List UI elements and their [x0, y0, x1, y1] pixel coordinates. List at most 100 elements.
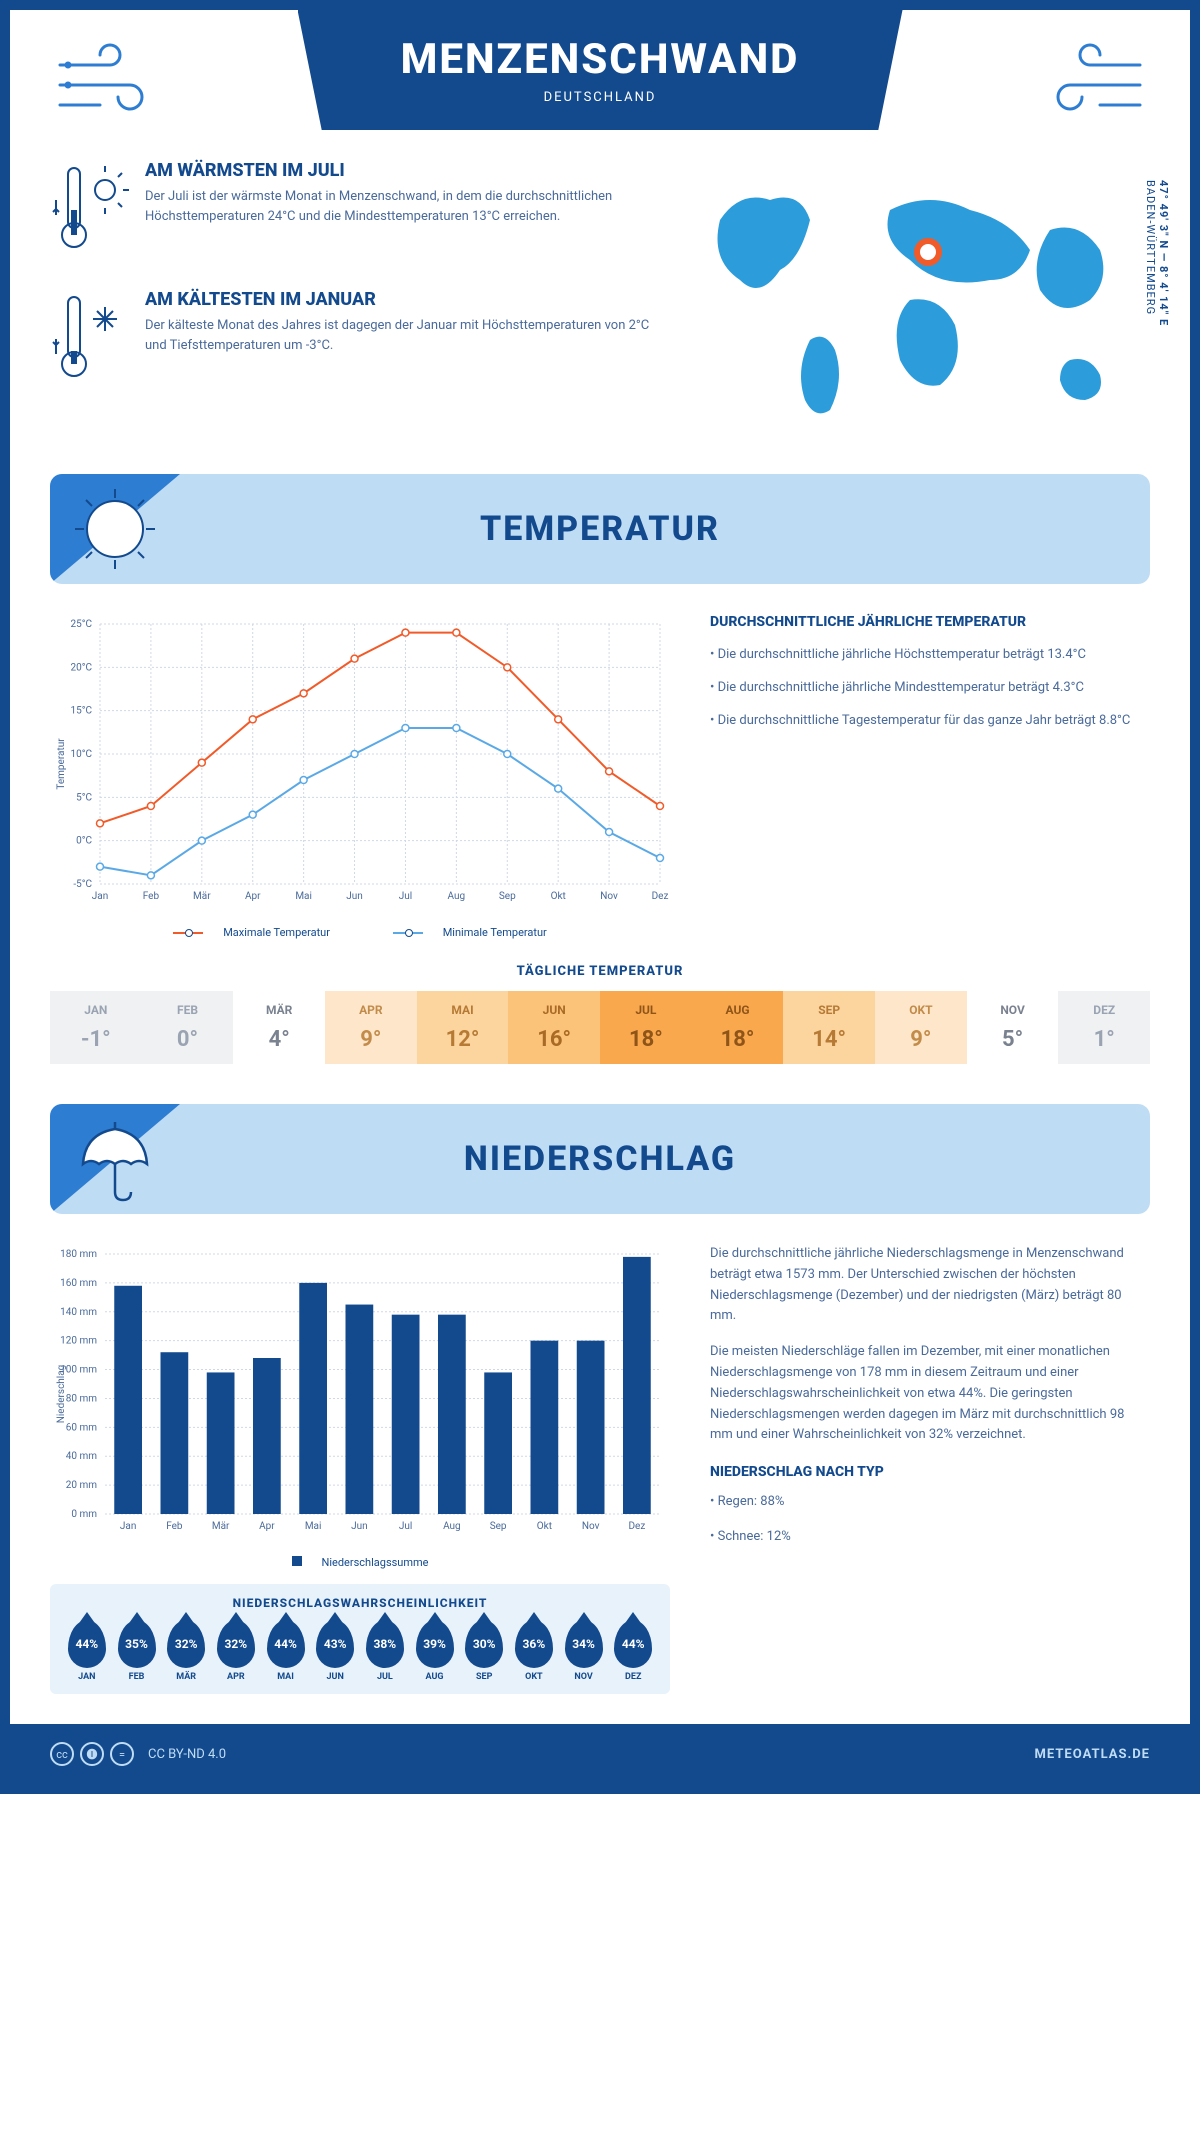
daily-temp-cell: APR9° — [325, 991, 417, 1064]
chart-legend: Maximale Temperatur Minimale Temperatur — [50, 926, 670, 939]
temperature-banner: TEMPERATUR — [50, 474, 1150, 584]
nd-icon: = — [110, 1742, 134, 1766]
probability-drop: 32%APR — [211, 1620, 261, 1682]
svg-text:180 mm: 180 mm — [60, 1249, 97, 1260]
svg-text:60 mm: 60 mm — [66, 1422, 97, 1433]
svg-text:20°C: 20°C — [71, 662, 93, 673]
svg-text:Apr: Apr — [245, 891, 261, 902]
precipitation-banner: NIEDERSCHLAG — [50, 1104, 1150, 1214]
svg-text:Dez: Dez — [628, 1521, 645, 1532]
precipitation-summary: Die durchschnittliche jährliche Niedersc… — [710, 1244, 1150, 1563]
svg-text:Sep: Sep — [499, 891, 516, 902]
svg-text:80 mm: 80 mm — [66, 1393, 97, 1404]
svg-text:160 mm: 160 mm — [60, 1278, 97, 1289]
svg-text:Apr: Apr — [259, 1521, 275, 1532]
svg-text:Jun: Jun — [351, 1521, 368, 1532]
probability-drop: 36%OKT — [509, 1620, 559, 1682]
svg-text:Nov: Nov — [600, 891, 618, 902]
header-banner: MENZENSCHWAND DEUTSCHLAND — [298, 10, 903, 130]
daily-temp-cell: OKT9° — [875, 991, 967, 1064]
daily-temp-cell: DEZ1° — [1058, 991, 1150, 1064]
svg-text:10°C: 10°C — [71, 749, 93, 760]
svg-text:Jul: Jul — [399, 891, 412, 902]
world-map-icon — [690, 160, 1150, 440]
probability-drop: 32%MÄR — [161, 1620, 211, 1682]
svg-text:20 mm: 20 mm — [66, 1480, 97, 1491]
svg-text:Sep: Sep — [490, 1521, 507, 1532]
probability-drop: 30%SEP — [459, 1620, 509, 1682]
infographic-page: MENZENSCHWAND DEUTSCHLAND A — [0, 0, 1200, 1794]
svg-text:0 mm: 0 mm — [71, 1509, 97, 1520]
svg-text:25°C: 25°C — [71, 619, 93, 630]
license-block: cc 🅘 = CC BY-ND 4.0 — [50, 1742, 226, 1766]
daily-temp-cell: JUL18° — [600, 991, 692, 1064]
svg-text:Niederschlag: Niederschlag — [56, 1365, 67, 1424]
svg-text:Nov: Nov — [582, 1521, 600, 1532]
svg-text:0°C: 0°C — [76, 836, 92, 847]
probability-drop: 44%DEZ — [608, 1620, 658, 1682]
svg-text:Aug: Aug — [443, 1521, 461, 1532]
svg-text:Mai: Mai — [305, 1521, 322, 1532]
svg-text:Okt: Okt — [551, 891, 566, 902]
svg-text:Jul: Jul — [399, 1521, 412, 1532]
cc-icon: cc — [50, 1742, 74, 1766]
section-title: TEMPERATUR — [480, 509, 720, 549]
coldest-body: Der kälteste Monat des Jahres ist dagege… — [145, 316, 660, 355]
precipitation-probability-box: NIEDERSCHLAGSWAHRSCHEINLICHKEIT 44%JAN35… — [50, 1584, 670, 1694]
footer: cc 🅘 = CC BY-ND 4.0 METEOATLAS.DE — [10, 1724, 1190, 1784]
daily-temp-cell: JAN-1° — [50, 991, 142, 1064]
svg-text:Okt: Okt — [537, 1521, 552, 1532]
temperature-line-chart: -5°C0°C5°C10°C15°C20°C25°CJanFebMärAprMa… — [50, 614, 670, 939]
page-title: MENZENSCHWAND — [318, 35, 883, 84]
warmest-block: AM WÄRMSTEN IM JULI Der Juli ist der wär… — [50, 160, 660, 264]
probability-drop: 35%FEB — [112, 1620, 162, 1682]
daily-temp-cell: SEP14° — [783, 991, 875, 1064]
probability-drop: 44%JAN — [62, 1620, 112, 1682]
svg-text:Dez: Dez — [652, 891, 669, 902]
umbrella-icon — [70, 1114, 160, 1208]
site-name: METEOATLAS.DE — [1035, 1747, 1150, 1762]
page-subtitle: DEUTSCHLAND — [318, 90, 883, 105]
svg-text:Jan: Jan — [92, 891, 108, 902]
by-icon: 🅘 — [80, 1742, 104, 1766]
daily-temperature-table: JAN-1°FEB0°MÄR4°APR9°MAI12°JUN16°JUL18°A… — [50, 991, 1150, 1064]
svg-text:Temperatur: Temperatur — [56, 738, 67, 790]
svg-text:Feb: Feb — [143, 891, 160, 902]
daily-temp-cell: NOV5° — [967, 991, 1059, 1064]
svg-text:Jan: Jan — [120, 1521, 136, 1532]
daily-temp-cell: MAI12° — [417, 991, 509, 1064]
probability-drop: 44%MAI — [261, 1620, 311, 1682]
svg-text:120 mm: 120 mm — [60, 1336, 97, 1347]
sun-icon — [70, 484, 160, 578]
wind-icon — [1040, 35, 1150, 129]
daily-temp-cell: AUG18° — [692, 991, 784, 1064]
svg-text:Aug: Aug — [448, 891, 466, 902]
coldest-block: AM KÄLTESTEN IM JANUAR Der kälteste Mona… — [50, 289, 660, 393]
warmest-body: Der Juli ist der wärmste Monat in Menzen… — [145, 187, 660, 226]
world-map-block: 47° 49' 3" N — 8° 4' 14" E BADEN-WÜRTTEM… — [690, 160, 1150, 444]
thermometer-snow-icon — [50, 289, 130, 393]
section-title: NIEDERSCHLAG — [464, 1139, 736, 1179]
coldest-title: AM KÄLTESTEN IM JANUAR — [145, 289, 660, 310]
svg-text:Mai: Mai — [295, 891, 312, 902]
svg-text:140 mm: 140 mm — [60, 1307, 97, 1318]
coordinates: 47° 49' 3" N — 8° 4' 14" E BADEN-WÜRTTEM… — [1144, 180, 1170, 326]
daily-temp-title: TÄGLICHE TEMPERATUR — [50, 964, 1150, 979]
daily-temp-cell: FEB0° — [142, 991, 234, 1064]
chart-legend: Niederschlagssumme — [50, 1556, 670, 1569]
daily-temp-cell: JUN16° — [508, 991, 600, 1064]
wind-icon — [50, 35, 160, 129]
svg-text:Jun: Jun — [346, 891, 363, 902]
probability-drop: 43%JUN — [310, 1620, 360, 1682]
daily-temp-cell: MÄR4° — [233, 991, 325, 1064]
svg-text:Mär: Mär — [193, 891, 211, 902]
precipitation-bar-chart: 0 mm20 mm40 mm60 mm80 mm100 mm120 mm140 … — [50, 1244, 670, 1544]
svg-text:Feb: Feb — [166, 1521, 183, 1532]
warmest-title: AM WÄRMSTEN IM JULI — [145, 160, 660, 181]
temperature-summary: DURCHSCHNITTLICHE JÄHRLICHE TEMPERATUR •… — [710, 614, 1150, 939]
svg-text:Mär: Mär — [212, 1521, 230, 1532]
svg-text:-5°C: -5°C — [73, 879, 92, 890]
probability-drop: 39%AUG — [410, 1620, 460, 1682]
svg-text:5°C: 5°C — [76, 792, 92, 803]
probability-drop: 38%JUL — [360, 1620, 410, 1682]
